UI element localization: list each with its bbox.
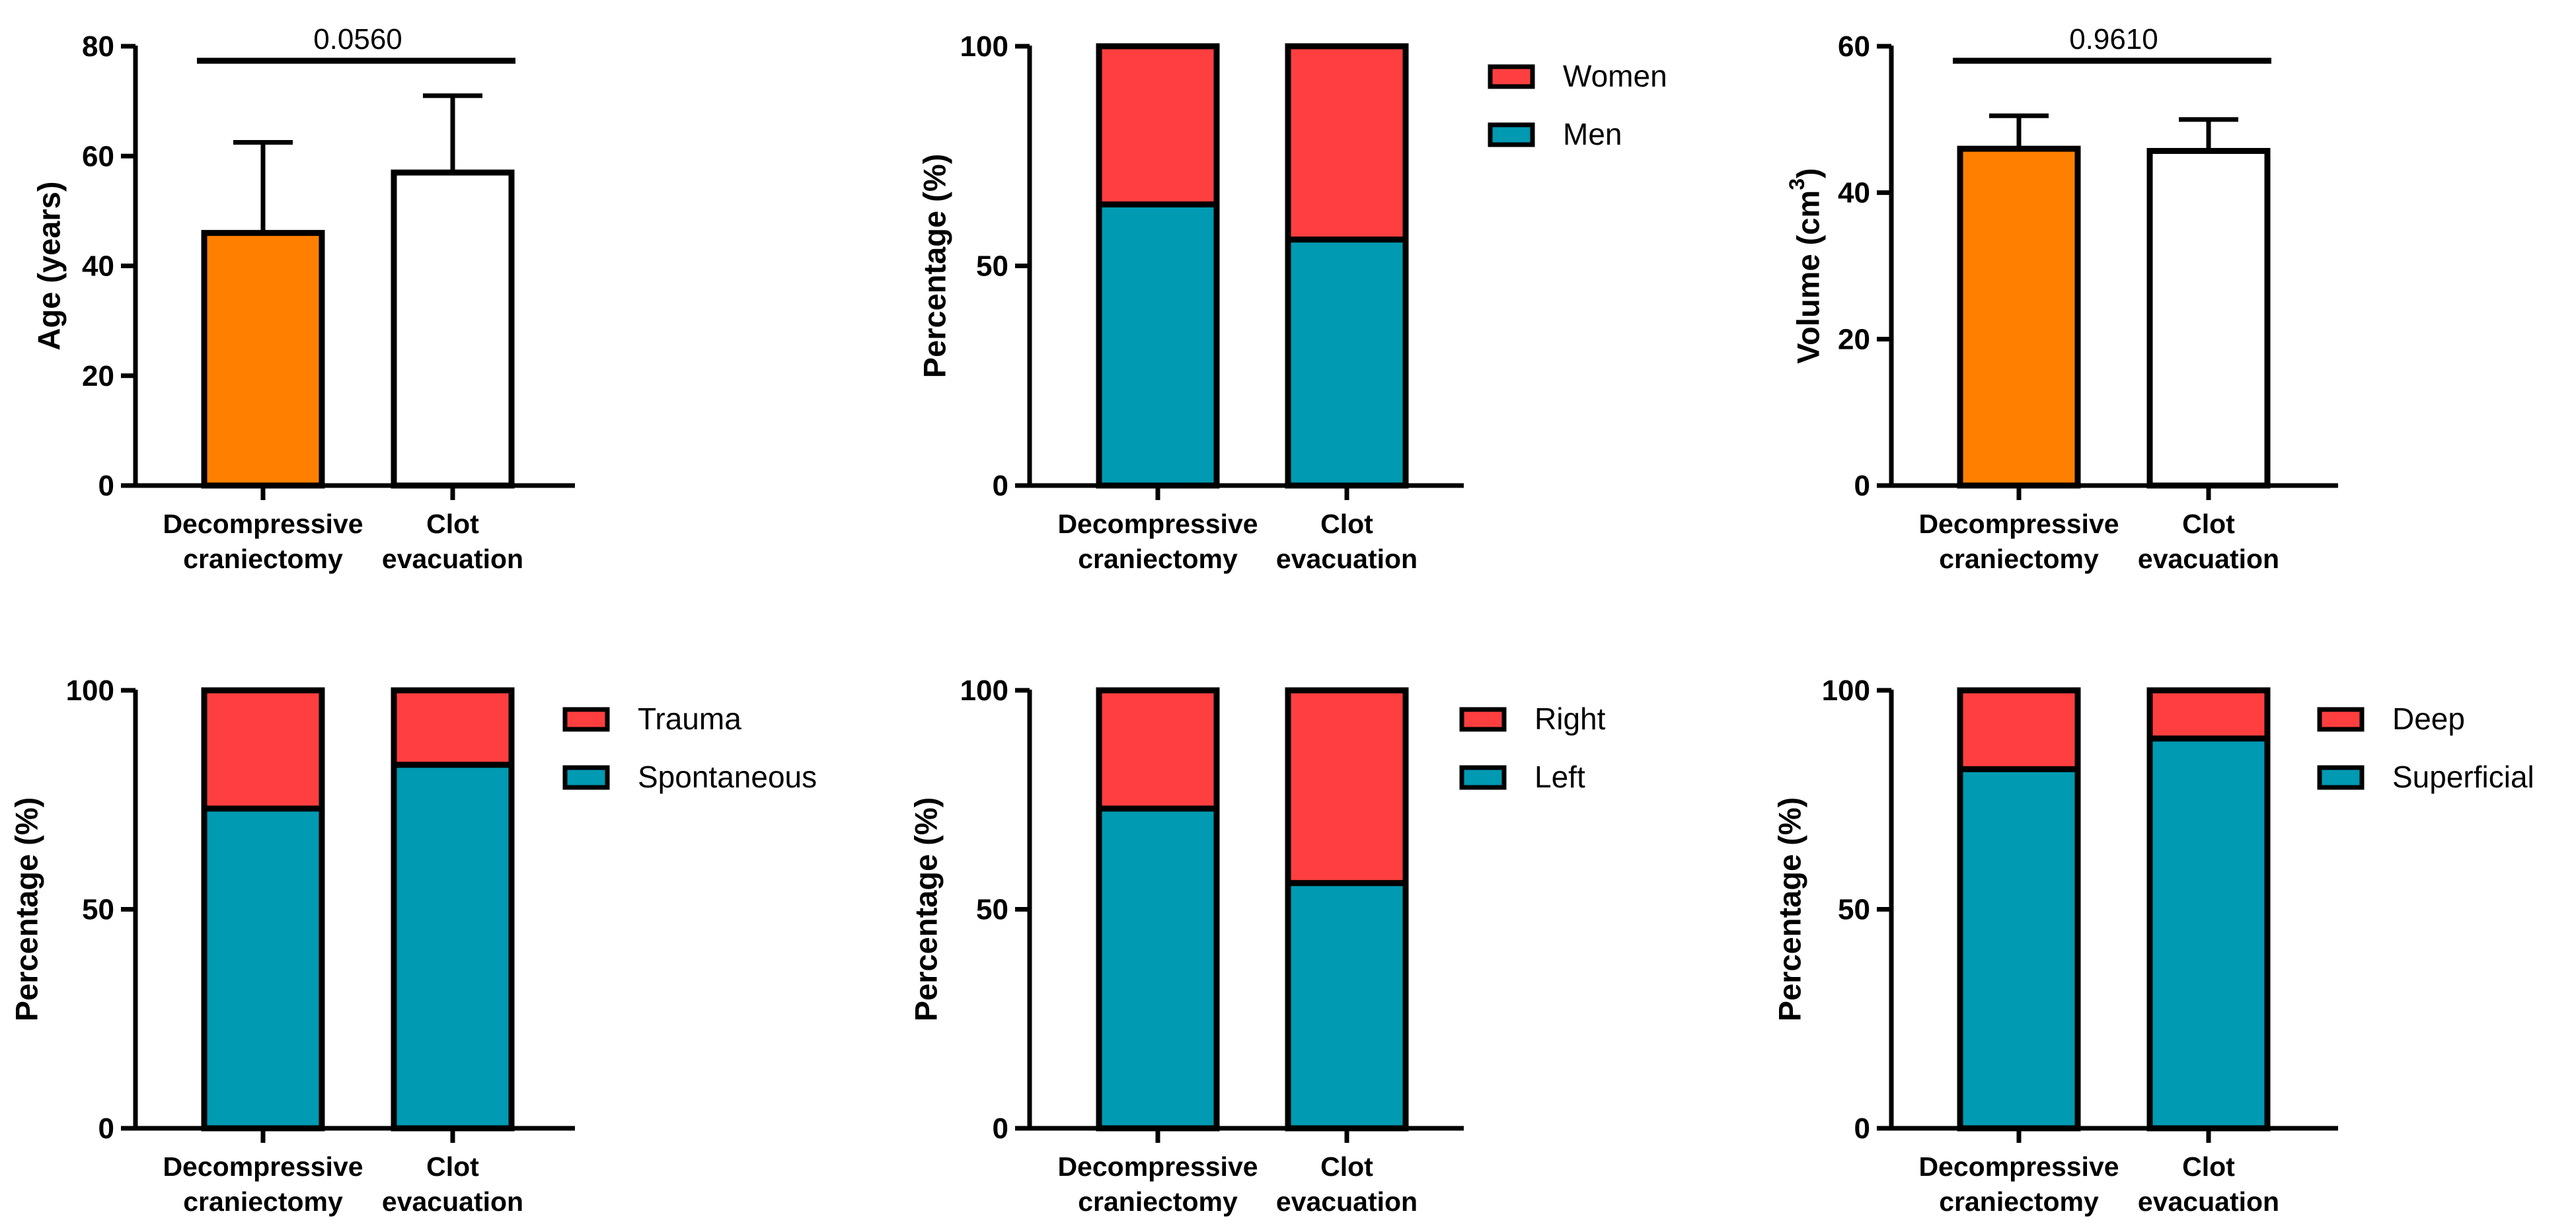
legend-label: Men: [1563, 117, 1622, 151]
y-tick-label: 100: [66, 674, 114, 707]
bar-segment-spontaneous: [201, 805, 325, 1132]
bar-segment-trauma: [391, 687, 515, 768]
y-tick-label: 0: [98, 1112, 114, 1145]
x-category-label: evacuation: [382, 544, 523, 574]
bar: [2146, 147, 2271, 489]
x-category-label: evacuation: [382, 1186, 523, 1217]
bar-segment-men: [1096, 201, 1220, 489]
y-tick-label: 0: [1854, 470, 1870, 502]
bar-segment-deep: [2146, 687, 2271, 742]
x-category-label: Decompressive: [163, 1151, 363, 1182]
y-tick-label: 40: [1838, 177, 1870, 209]
x-category-label: evacuation: [2138, 544, 2279, 574]
bar: [201, 230, 325, 489]
x-category-label: Clot: [1320, 509, 1373, 539]
bar: [391, 169, 515, 489]
x-category-label: evacuation: [1276, 1186, 1418, 1217]
legend-label: Superficial: [2392, 760, 2534, 794]
x-category-label: Decompressive: [163, 509, 363, 539]
x-category-label: craniectomy: [183, 1186, 343, 1217]
x-category-label: Decompressive: [1057, 509, 1258, 539]
y-axis-title: Percentage (%): [917, 154, 952, 379]
y-axis-title: Percentage (%): [1772, 797, 1807, 1022]
chart-panel-side: 0 50 100 Percentage (%) Decompressive craniec…: [908, 674, 1605, 1217]
x-category-label: Clot: [2182, 509, 2235, 539]
y-tick-label: 0: [1854, 1112, 1870, 1145]
y-tick-label: 100: [1822, 674, 1870, 707]
y-tick-label: 40: [82, 250, 114, 283]
p-value-label: 0.0560: [313, 23, 402, 55]
y-tick-label: 60: [1838, 30, 1870, 63]
bar-segment-left: [1285, 880, 1409, 1132]
legend-swatch-trauma: [562, 707, 610, 732]
chart-panel-location: 0 50 100 Percentage (%) Decompressive craniec…: [1772, 674, 2534, 1217]
x-category-label: evacuation: [2138, 1186, 2279, 1217]
y-axis-title: Percentage (%): [908, 797, 943, 1022]
bar-segment-deep: [1957, 687, 2081, 772]
y-axis-title: Percentage (%): [9, 797, 44, 1022]
legend-swatch-left: [1459, 765, 1507, 790]
x-category-label: craniectomy: [183, 544, 343, 574]
x-category-label: Decompressive: [1918, 509, 2119, 539]
bar-segment-men: [1285, 236, 1409, 489]
legend-label: Right: [1534, 702, 1606, 736]
bar-segment-right: [1096, 687, 1220, 812]
y-axis-title-superscript: 3: [1785, 178, 1809, 190]
chart-panel-etiology: 0 50 100 Percentage (%) Decompressive craniec…: [9, 674, 817, 1217]
y-tick-label: 20: [82, 360, 114, 392]
x-category-label: evacuation: [1276, 544, 1418, 574]
x-category-label: craniectomy: [1078, 544, 1238, 574]
y-tick-label: 50: [82, 894, 114, 926]
legend-label: Women: [1563, 59, 1667, 93]
y-tick-label: 80: [82, 30, 114, 63]
y-tick-label: 0: [993, 470, 1008, 502]
legend-swatch-deep: [2317, 707, 2365, 732]
bar: [1957, 145, 2081, 489]
legend-swatch-men: [1488, 122, 1535, 147]
y-tick-label: 100: [960, 30, 1008, 63]
x-category-label: Clot: [2182, 1151, 2235, 1182]
legend-label: Trauma: [638, 702, 741, 736]
chart-panel-volume: 0 20 40 60 Volume (cm3) Decompressive craniect…: [1785, 23, 2338, 574]
x-category-label: craniectomy: [1078, 1186, 1238, 1217]
x-category-label: Clot: [426, 509, 479, 539]
y-tick-label: 60: [82, 140, 114, 172]
bar-segment-women: [1285, 43, 1409, 243]
y-tick-label: 50: [1838, 894, 1870, 926]
bar-segment-spontaneous: [391, 762, 515, 1132]
legend-swatch-right: [1459, 707, 1507, 732]
y-tick-label: 50: [976, 894, 1008, 926]
y-tick-label: 0: [98, 470, 114, 502]
y-axis-title: Volume (cm3): [1785, 168, 1825, 363]
y-tick-label: 50: [976, 250, 1008, 283]
bar-segment-left: [1096, 805, 1220, 1132]
y-axis-title: Age (years): [31, 182, 66, 351]
p-value-label: 0.9610: [2069, 23, 2158, 55]
x-category-label: Decompressive: [1057, 1151, 1258, 1182]
legend-swatch-superficial: [2317, 765, 2365, 790]
legend-label: Deep: [2392, 702, 2465, 736]
legend-label: Spontaneous: [638, 760, 817, 794]
y-tick-label: 0: [993, 1112, 1008, 1145]
legend-swatch-spontaneous: [562, 765, 610, 790]
y-tick-label: 100: [960, 674, 1008, 707]
bar-segment-women: [1096, 43, 1220, 207]
chart-panel-sex: 0 50 100 Percentage (%) Decompressive craniec…: [917, 30, 1667, 574]
bar-segment-superficial: [2146, 735, 2271, 1132]
y-tick-label: 20: [1838, 323, 1870, 355]
legend-swatch-women: [1488, 64, 1535, 89]
x-category-label: craniectomy: [1939, 1186, 2099, 1217]
bar-segment-trauma: [201, 687, 325, 812]
x-category-label: Clot: [426, 1151, 479, 1182]
x-category-label: Clot: [1320, 1151, 1373, 1182]
bar-segment-superficial: [1957, 766, 2081, 1132]
bar-segment-right: [1285, 687, 1409, 887]
x-category-label: Decompressive: [1918, 1151, 2119, 1182]
x-category-label: craniectomy: [1939, 544, 2099, 574]
chart-panel-age: 0 20 40 60 80 Age (years) Decompressive craniec…: [31, 23, 575, 574]
legend-label: Left: [1534, 760, 1585, 794]
